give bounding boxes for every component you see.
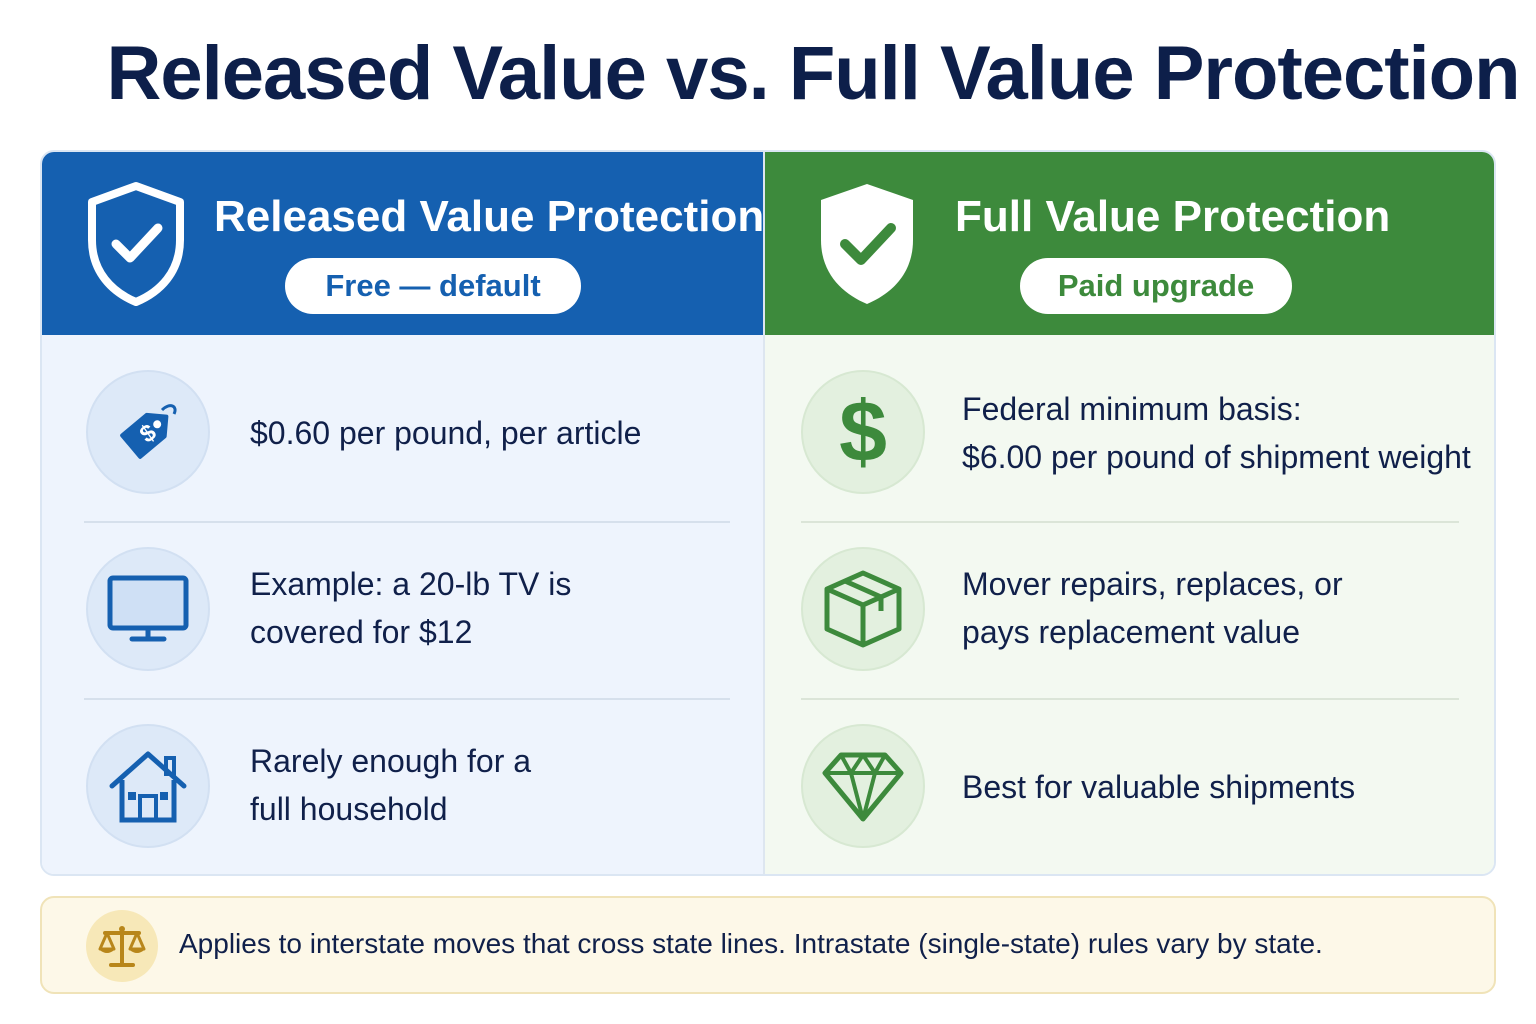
note-text: Applies to interstate moves that cross s… [179,928,1323,959]
list-item: $ $0.60 per pound, per article [42,335,763,512]
released-badge: Free — default [285,258,581,314]
page-title: Released Value vs. Full Value Protection [106,31,1520,116]
full-valuable-text: Best for valuable shipments [962,769,1356,805]
shield-check-icon [821,184,914,304]
released-rate-text: $0.60 per pound, per article [250,415,642,451]
box-icon [801,547,926,671]
released-value-column: Released Value Protection Free — default… [42,152,766,874]
full-repair-text: Mover repairs, replaces, or pays replace… [962,566,1343,650]
released-title: Released Value Protection [214,192,765,241]
released-example-text: Example: a 20-lb TV is covered for $12 [250,566,572,650]
dollar-icon: $ [801,370,926,494]
full-value-column: Full Value Protection Paid upgrade $ Fed… [765,152,1494,874]
shield-check-icon [88,182,184,306]
comparison-card: Released Value Protection Free — default… [40,150,1496,876]
list-item: Rarely enough for a full household [42,689,763,866]
diamond-icon [801,724,926,848]
scales-icon [86,910,158,982]
list-item: Example: a 20-lb TV is covered for $12 [42,512,763,689]
full-rate-text: Federal minimum basis: $6.00 per pound o… [962,391,1471,475]
full-title: Full Value Protection [955,192,1391,241]
tv-icon [86,547,210,671]
price-tag-icon: $ [86,370,210,494]
interstate-note: Applies to interstate moves that cross s… [40,896,1496,994]
divider [84,521,730,523]
divider [84,698,730,700]
list-item: Best for valuable shipments [765,689,1494,866]
released-household-text: Rarely enough for a full household [250,743,532,827]
full-header: Full Value Protection Paid upgrade [765,152,1494,335]
released-header: Released Value Protection Free — default [42,152,765,335]
svg-text:$: $ [839,387,887,477]
full-badge: Paid upgrade [1020,258,1293,314]
list-item: $ Federal minimum basis: $6.00 per pound… [765,335,1494,512]
list-item: Mover repairs, replaces, or pays replace… [765,512,1494,689]
divider [801,521,1460,523]
divider [801,698,1460,700]
house-icon [86,724,210,848]
